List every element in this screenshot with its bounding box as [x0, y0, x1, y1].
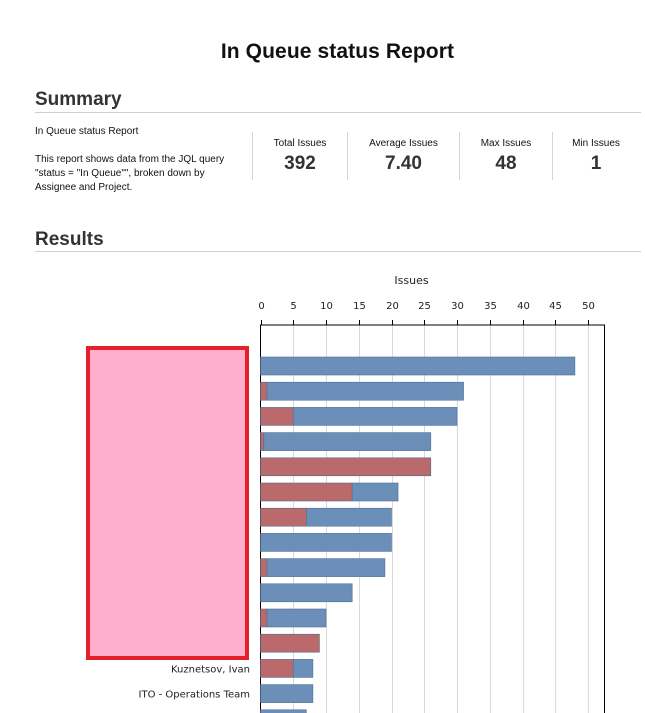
- bar: [260, 684, 314, 703]
- stat-value: 48: [495, 153, 517, 174]
- stat-divider: [552, 132, 553, 180]
- bar: [260, 507, 307, 527]
- bar: [260, 381, 268, 401]
- bar: [260, 659, 294, 678]
- bar: [260, 407, 294, 426]
- summary-divider: [35, 112, 641, 113]
- stat-value: 1: [590, 153, 602, 174]
- stat-divider: [459, 132, 460, 180]
- bar: [260, 608, 268, 628]
- x-tick-label: 10: [320, 301, 333, 312]
- summary-heading: Summary: [35, 89, 122, 110]
- stat-average-issues: Average Issues 7.40: [348, 132, 459, 180]
- bar: [306, 507, 392, 527]
- x-tick-label: 20: [386, 301, 399, 312]
- bar: [260, 432, 265, 451]
- bar: [263, 432, 432, 451]
- category-label: Kuznetsov, Ivan: [171, 664, 250, 675]
- summary-description: This report shows data from the JQL quer…: [35, 154, 225, 193]
- x-tick-label: 35: [484, 301, 497, 312]
- category-label: ITO - Operations Team: [139, 690, 250, 701]
- x-tick-label: 5: [290, 301, 296, 312]
- redaction-box: [86, 346, 249, 660]
- issues-bar-chart: 0 5 10 15 20 25 30 35 40 45 50 Issues Kuznetsov, Iva…: [139, 274, 605, 713]
- stat-max-issues: Max Issues 48: [460, 132, 552, 180]
- x-tick-label: 15: [353, 301, 366, 312]
- bar: [292, 407, 458, 426]
- bar: [260, 633, 320, 653]
- bar: [292, 659, 314, 678]
- stat-total-issues: Total Issues 392: [253, 132, 347, 180]
- stat-label: Total Issues: [273, 138, 327, 149]
- bar: [260, 709, 307, 713]
- stat-min-issues: Min Issues 1: [553, 132, 639, 180]
- bar: [266, 381, 464, 401]
- summary-report-name: In Queue status Report: [35, 126, 139, 137]
- bar: [260, 457, 432, 477]
- bar: [260, 533, 392, 552]
- bar: [351, 482, 399, 502]
- x-tick-label: 40: [517, 301, 530, 312]
- page-title: In Queue status Report: [220, 40, 455, 63]
- bar: [266, 558, 386, 577]
- x-tick-label: 0: [258, 301, 264, 312]
- stat-label: Max Issues: [480, 138, 532, 149]
- plot-frame: [260, 324, 605, 713]
- bar: [260, 482, 353, 502]
- bar: [266, 608, 327, 628]
- stat-value: 7.40: [385, 153, 422, 174]
- x-tick-label: 25: [418, 301, 431, 312]
- x-axis-title: Issues: [394, 274, 428, 287]
- x-tick-label: 50: [582, 301, 595, 312]
- bar: [260, 356, 576, 376]
- stat-value: 392: [284, 153, 316, 174]
- bar: [260, 583, 353, 603]
- x-tick-label: 30: [451, 301, 464, 312]
- x-tick-label: 45: [549, 301, 562, 312]
- bar: [260, 558, 268, 577]
- stat-label: Min Issues: [572, 138, 620, 149]
- stat-label: Average Issues: [369, 138, 438, 149]
- stat-divider: [252, 132, 253, 180]
- results-heading: Results: [35, 229, 104, 250]
- results-divider: [35, 251, 641, 252]
- stat-divider: [347, 132, 348, 180]
